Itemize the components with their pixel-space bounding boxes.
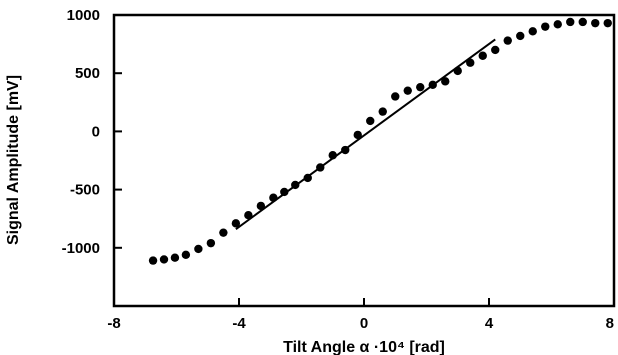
y-tick-label: -1000	[62, 240, 100, 257]
x-tick-label: -8	[107, 315, 120, 332]
data-point	[159, 255, 169, 264]
x-tick-label: 8	[606, 315, 614, 332]
data-point	[466, 58, 475, 67]
x-tick-label: 4	[485, 315, 494, 332]
data-point	[181, 250, 191, 259]
plot-frame	[112, 13, 616, 308]
y-tick-label: 500	[75, 65, 100, 82]
data-point	[478, 51, 487, 60]
data-point	[491, 45, 500, 55]
y-tick-label: 1000	[67, 7, 100, 24]
data-point	[416, 82, 425, 92]
data-point	[280, 187, 289, 197]
data-point	[528, 27, 537, 36]
data-point	[148, 256, 158, 265]
data-point	[378, 107, 387, 116]
data-point	[328, 151, 337, 160]
data-point	[206, 238, 216, 248]
data-point	[566, 17, 575, 27]
data-point	[256, 201, 266, 211]
data-point	[578, 17, 587, 27]
data-point	[403, 86, 412, 95]
data-point	[591, 18, 600, 28]
fit-line	[235, 38, 496, 230]
data-point	[341, 145, 350, 155]
y-tick-label: -500	[70, 182, 100, 199]
data-point	[428, 80, 437, 90]
x-tick-label: -4	[232, 315, 246, 332]
data-point	[541, 22, 550, 31]
data-point	[391, 92, 400, 101]
data-point	[231, 219, 241, 228]
data-point	[441, 77, 450, 86]
data-point	[553, 20, 562, 29]
data-point	[269, 193, 278, 202]
y-axis-ticks: 1000 500 0 -500 -1000	[62, 7, 122, 257]
data-point	[291, 180, 300, 190]
data-point	[603, 18, 612, 28]
data-point	[316, 163, 325, 172]
data-point	[353, 130, 362, 140]
data-point	[366, 116, 375, 126]
data-point	[244, 211, 253, 220]
x-axis-ticks: -8 -4 0 4 8	[107, 298, 615, 332]
data-point	[503, 36, 512, 45]
data-point	[516, 31, 525, 41]
data-point	[453, 66, 462, 76]
data-point	[303, 173, 312, 183]
x-axis-label: Tilt Angle α ·10⁴ [rad]	[283, 339, 445, 355]
data-points	[148, 17, 612, 265]
data-point	[170, 253, 180, 262]
x-tick-label: 0	[360, 315, 368, 332]
data-point	[219, 228, 228, 237]
y-tick-label: 0	[92, 123, 100, 140]
data-point	[194, 244, 203, 254]
y-axis-label: Signal Amplitude [mV]	[5, 75, 22, 245]
